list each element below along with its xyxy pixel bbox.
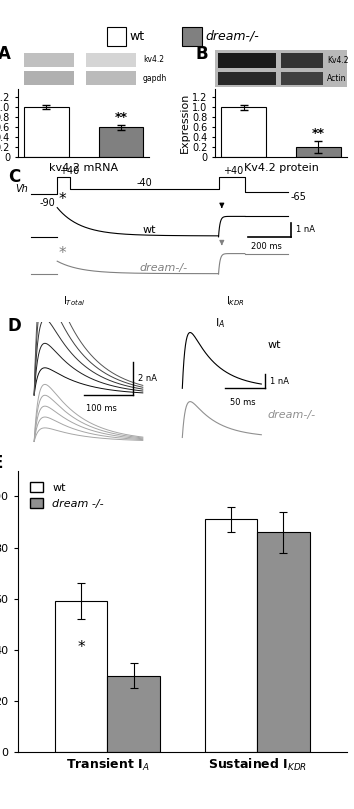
Text: -90: -90 xyxy=(39,197,55,208)
Text: dream-/-: dream-/- xyxy=(268,409,316,420)
Text: 1 nA: 1 nA xyxy=(296,226,315,235)
Text: 200 ms: 200 ms xyxy=(251,242,282,251)
Text: gapdh: gapdh xyxy=(143,74,167,83)
Y-axis label: Expression: Expression xyxy=(179,93,189,154)
Text: *: * xyxy=(78,640,85,655)
Text: *: * xyxy=(59,246,67,260)
Bar xyxy=(281,53,323,68)
Text: kv4.2: kv4.2 xyxy=(143,55,164,64)
Bar xyxy=(257,532,309,752)
Text: I$_{KDR}$: I$_{KDR}$ xyxy=(225,294,244,308)
X-axis label: kv4.2 mRNA: kv4.2 mRNA xyxy=(49,163,118,172)
Text: I$_A$: I$_A$ xyxy=(215,316,225,330)
Text: 50 ms: 50 ms xyxy=(230,397,256,407)
Bar xyxy=(98,127,143,157)
Text: wt: wt xyxy=(143,225,156,235)
Text: wt: wt xyxy=(268,341,281,350)
Bar xyxy=(218,53,276,68)
Text: +40: +40 xyxy=(223,167,244,176)
Bar xyxy=(205,519,257,752)
Text: D: D xyxy=(8,316,22,335)
Text: A: A xyxy=(0,44,11,62)
Text: B: B xyxy=(195,44,208,62)
Text: -65: -65 xyxy=(291,193,307,202)
Text: dream-/-: dream-/- xyxy=(205,30,259,43)
Text: 1 nA: 1 nA xyxy=(269,376,289,386)
Text: wt: wt xyxy=(130,30,145,43)
Bar xyxy=(221,107,266,157)
Bar xyxy=(86,53,136,67)
Legend: wt, dream -/-: wt, dream -/- xyxy=(30,482,104,509)
Text: +40: +40 xyxy=(59,167,79,176)
Bar xyxy=(218,72,276,85)
Text: *: * xyxy=(59,192,67,206)
Text: I$_{Total}$: I$_{Total}$ xyxy=(63,294,85,308)
Bar xyxy=(182,27,202,45)
Text: Actin: Actin xyxy=(327,74,347,83)
Bar xyxy=(86,71,136,86)
Text: **: ** xyxy=(114,111,127,124)
Bar xyxy=(107,27,126,45)
Text: 2 nA: 2 nA xyxy=(138,374,157,383)
Bar xyxy=(108,676,160,752)
Text: E: E xyxy=(0,454,3,472)
Text: C: C xyxy=(8,167,20,186)
X-axis label: Kv4.2 protein: Kv4.2 protein xyxy=(244,163,319,172)
Text: Vh: Vh xyxy=(15,184,28,193)
Bar xyxy=(55,601,108,752)
Bar xyxy=(24,107,69,157)
Bar xyxy=(24,53,74,67)
Bar xyxy=(24,71,74,86)
Text: -40: -40 xyxy=(137,178,152,188)
Bar xyxy=(296,147,341,157)
Bar xyxy=(281,72,323,85)
Text: 100 ms: 100 ms xyxy=(86,404,117,413)
Text: Kv4.2: Kv4.2 xyxy=(327,56,349,65)
Text: dream-/-: dream-/- xyxy=(139,264,188,273)
Text: **: ** xyxy=(312,126,325,140)
